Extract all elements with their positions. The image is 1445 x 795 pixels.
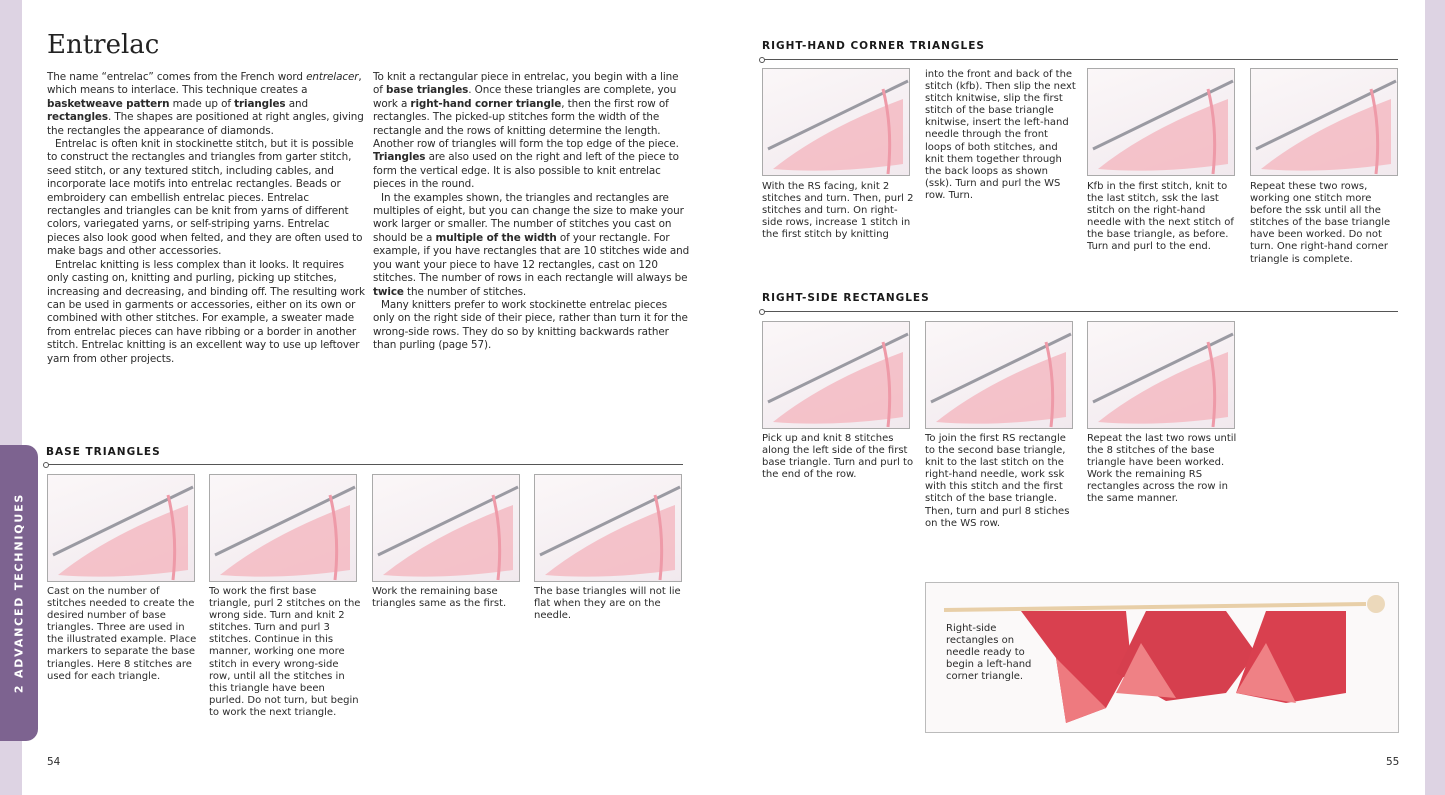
- text-run: entrelacer: [306, 71, 359, 83]
- text-run: the number of stitches.: [403, 285, 527, 298]
- page-title: Entrelac: [47, 30, 160, 60]
- knitting-illustration: [925, 321, 1073, 429]
- text-run: To knit a rectangular piece in entrelac,…: [373, 71, 679, 97]
- text-run: . Once these triangles are complete, you…: [373, 84, 677, 110]
- paragraph: Entrelac is often knit in stockinette st…: [47, 138, 365, 259]
- corner-triangles-heading: RIGHT-HAND CORNER TRIANGLES: [762, 40, 985, 52]
- step-caption: With the RS facing, knit 2 stitches and …: [762, 181, 914, 241]
- chapter-label: 2 ADVANCED TECHNIQUES: [12, 492, 26, 694]
- text-run: are also used on the right and left of t…: [373, 151, 679, 191]
- knitting-illustration: [1250, 68, 1398, 176]
- text-run: , then the first row of rectangles. The …: [373, 97, 679, 151]
- page-number-right: 55: [1386, 756, 1400, 768]
- text-run: and: [285, 97, 308, 110]
- paragraph: The name “entrelac” comes from the Frenc…: [47, 71, 365, 138]
- text-run: . The shapes are positioned at right ang…: [47, 111, 364, 137]
- text-run: basketweave pattern: [47, 97, 170, 110]
- text-run: Triangles: [373, 151, 426, 164]
- knitting-illustration: [534, 474, 682, 582]
- step-caption: Pick up and knit 8 stitches along the le…: [762, 433, 914, 481]
- base-triangles-heading: BASE TRIANGLES: [46, 446, 161, 458]
- photo-caption: Right-side rectangles on needle ready to…: [946, 623, 1032, 683]
- rectangles-heading: RIGHT-SIDE RECTANGLES: [762, 292, 930, 304]
- intro-column-1: The name “entrelac” comes from the Frenc…: [47, 71, 365, 366]
- text-run: Entrelac is often knit in stockinette st…: [47, 138, 363, 258]
- text-run: Many knitters prefer to work stockinette…: [373, 298, 688, 352]
- text-run: The name “entrelac” comes from the Frenc…: [47, 71, 307, 83]
- step-caption: To join the first RS rectangle to the se…: [925, 433, 1070, 529]
- paragraph: Many knitters prefer to work stockinette…: [373, 299, 691, 353]
- knitting-photo: Right-side rectangles on needle ready to…: [925, 582, 1399, 733]
- step-caption: To work the first base triangle, purl 2 …: [209, 586, 361, 718]
- knitting-illustration: [762, 68, 910, 176]
- paragraph: Entrelac knitting is less complex than i…: [47, 259, 365, 366]
- text-run: In the examples shown, the triangles and…: [373, 191, 684, 244]
- intro-column-2: To knit a rectangular piece in entrelac,…: [373, 71, 691, 353]
- knitting-illustration: [1087, 321, 1235, 429]
- knitting-illustration: [47, 474, 195, 582]
- paragraph: To knit a rectangular piece in entrelac,…: [373, 71, 691, 192]
- entrelac-swatch-image: [943, 595, 1385, 723]
- text-run: Entrelac knitting is less complex than i…: [47, 258, 365, 365]
- text-run: triangles: [234, 97, 286, 110]
- paragraph: In the examples shown, the triangles and…: [373, 192, 691, 299]
- text-run: made up of: [169, 97, 235, 110]
- step-caption: Work the remaining base triangles same a…: [372, 586, 507, 610]
- chapter-tab: 2 ADVANCED TECHNIQUES: [0, 445, 38, 741]
- knitting-illustration: [1087, 68, 1235, 176]
- text-run: base triangles: [386, 84, 469, 97]
- knitting-illustration: [372, 474, 520, 582]
- text-run: rectangles: [47, 111, 108, 124]
- knitting-illustration: [209, 474, 357, 582]
- page-number-left: 54: [47, 756, 61, 768]
- divider: [759, 309, 1398, 315]
- text-run: of your rectangle. For example, if you h…: [373, 231, 690, 285]
- text-run: right-hand corner triangle: [410, 97, 562, 110]
- knitting-illustration: [762, 321, 910, 429]
- step-caption: into the front and back of the stitch (k…: [925, 69, 1076, 201]
- divider: [43, 462, 683, 468]
- step-caption: Repeat the last two rows until the 8 sti…: [1087, 433, 1237, 505]
- divider: [759, 57, 1398, 63]
- text-run: twice: [373, 285, 404, 298]
- text-run: , which means to interlace. This techniq…: [47, 71, 362, 97]
- step-caption: The base triangles will not lie flat whe…: [534, 586, 681, 622]
- step-caption: Kfb in the first stitch, knit to the las…: [1087, 181, 1234, 253]
- step-caption: Repeat these two rows, working one stitc…: [1250, 181, 1391, 265]
- text-run: multiple of the width: [435, 231, 557, 244]
- step-caption: Cast on the number of stitches needed to…: [47, 586, 197, 682]
